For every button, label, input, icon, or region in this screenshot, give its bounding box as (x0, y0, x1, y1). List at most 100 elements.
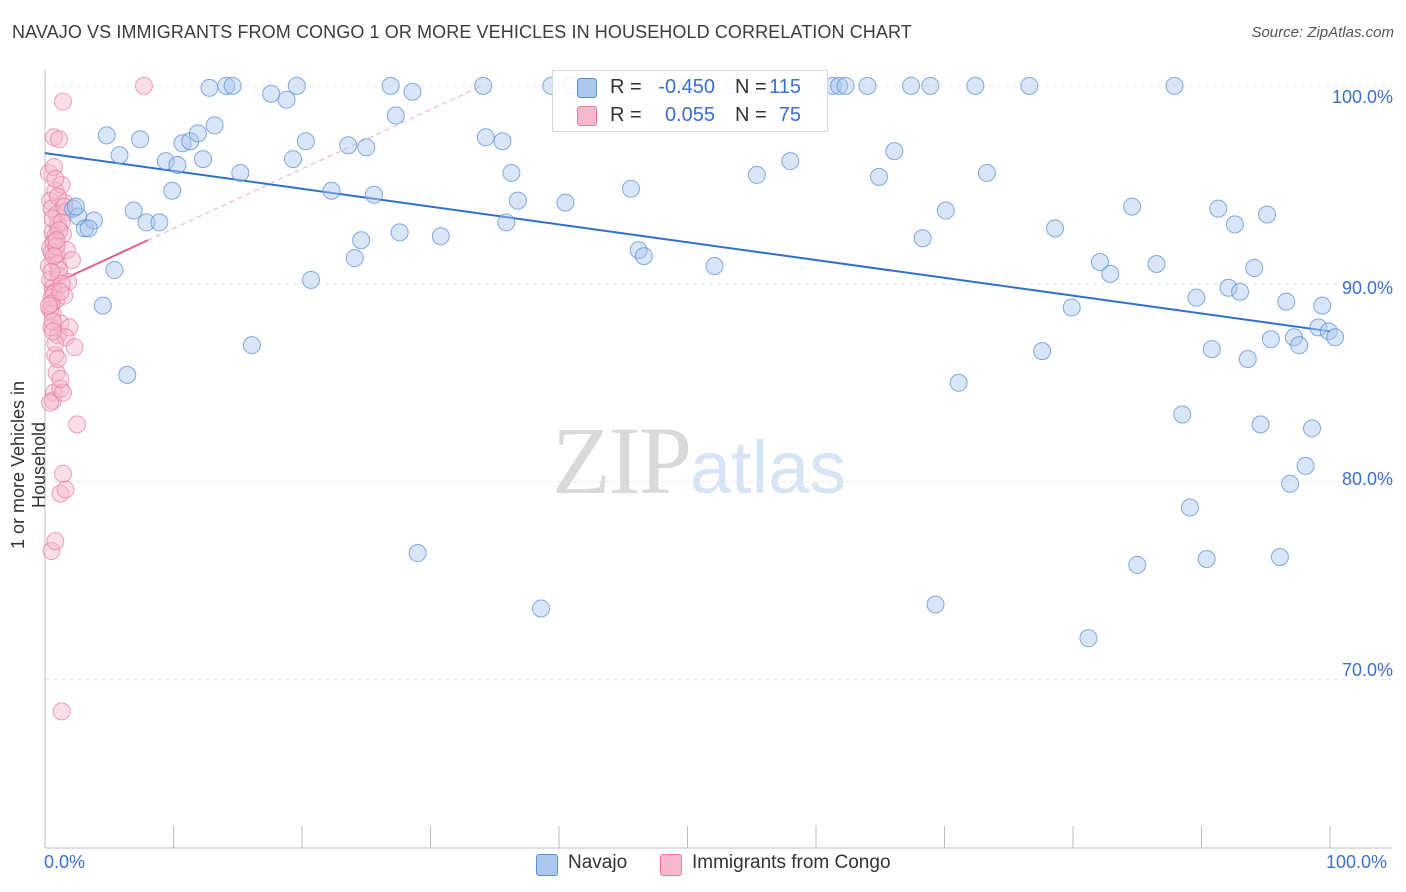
navajo-swatch (577, 78, 597, 98)
navajo-point (1251, 415, 1270, 434)
congo-point (43, 209, 62, 228)
navajo-point (357, 138, 376, 157)
x-tick-label: 0.0% (44, 852, 86, 872)
navajo-point (1313, 296, 1332, 315)
navajo-point (345, 249, 364, 268)
navajo-point (1128, 555, 1147, 574)
congo-point (51, 282, 70, 301)
navajo-point (634, 247, 653, 266)
navajo-point (1238, 350, 1257, 369)
congo-point (134, 76, 153, 95)
navajo-point (926, 595, 945, 614)
navajo-point (1147, 255, 1166, 274)
navajo-point (75, 219, 94, 238)
navajo-point (1062, 298, 1081, 317)
congo-point (42, 262, 61, 281)
navajo-point (913, 229, 932, 248)
navajo-point (508, 191, 527, 210)
y-tick-label: 70.0% (1341, 660, 1393, 680)
navajo-point (1180, 498, 1199, 517)
navajo-point (181, 132, 200, 151)
n-value: 75 (778, 104, 801, 126)
navajo-point (322, 181, 341, 200)
navajo-point (156, 152, 175, 171)
navajo-point (1090, 253, 1109, 272)
navajo-point (1033, 342, 1052, 361)
congo-point (53, 464, 72, 483)
navajo-point (242, 336, 261, 355)
congo-point (47, 231, 66, 250)
navajo-point (629, 241, 648, 260)
navajo-point (781, 152, 800, 171)
y-tick-label: 90.0% (1341, 278, 1393, 298)
navajo-point (830, 76, 849, 95)
congo-trend-line (44, 239, 149, 289)
navajo-point (110, 146, 129, 165)
legend-label: Navajo (568, 852, 628, 873)
congo-point (44, 247, 63, 266)
navajo-point (287, 76, 306, 95)
congo-point (53, 92, 72, 111)
navajo-point (1296, 456, 1315, 475)
navajo-point (1209, 199, 1228, 218)
navajo-point (217, 76, 236, 95)
congo-point (47, 245, 66, 264)
y-axis-label: 1 or more Vehicles in Household (8, 380, 49, 550)
congo-point (51, 369, 70, 388)
navajo-point (1326, 328, 1345, 347)
congo-point (56, 480, 75, 499)
axes (44, 70, 1392, 849)
navajo-point (1261, 330, 1280, 349)
navajo-point (949, 373, 968, 392)
n-value: 115 (769, 76, 801, 98)
navajo-point (1020, 76, 1039, 95)
congo-point (41, 393, 60, 412)
navajo-point (1101, 264, 1120, 283)
congo-trend-extension (147, 85, 483, 241)
navajo-point (277, 90, 296, 109)
navajo-point (79, 219, 98, 238)
navajo-point (1258, 205, 1277, 224)
congo-point (46, 169, 65, 188)
navajo-point (194, 150, 213, 169)
navajo-point (1165, 76, 1184, 95)
congo-point (52, 702, 71, 721)
congo-point (50, 260, 69, 279)
legend-row-navajo: R = -0.450 N = 115 (553, 74, 827, 100)
navajo-point (858, 76, 877, 95)
navajo-point (66, 197, 85, 216)
navajo-point (1079, 629, 1098, 648)
navajo-point (97, 126, 116, 145)
chart-title: NAVAJO VS IMMIGRANTS FROM CONGO 1 OR MOR… (12, 22, 912, 42)
r-value: -0.450 (658, 76, 715, 98)
navajo-point (936, 201, 955, 220)
navajo-point (1281, 474, 1300, 493)
navajo-point (1187, 288, 1206, 307)
navajo-point (296, 132, 315, 151)
navajo-point (1277, 292, 1296, 311)
series-legend: Navajo Immigrants from Congo (0, 852, 1406, 878)
navajo-point (168, 156, 187, 175)
navajo-point (173, 134, 192, 153)
navajo-point (1303, 419, 1322, 438)
navajo-point (408, 544, 427, 563)
navajo-point (188, 124, 207, 143)
navajo-point (364, 185, 383, 204)
r-value: 0.055 (664, 104, 715, 126)
navajo-point (966, 76, 985, 95)
congo-point (51, 314, 70, 333)
navajo-point (476, 128, 495, 147)
congo-point (65, 338, 84, 357)
navajo-point (1202, 340, 1221, 359)
navajo-point (386, 106, 405, 125)
navajo-point (301, 270, 320, 289)
x-tick-label: 100.0% (1326, 852, 1388, 872)
navajo-point (93, 296, 112, 315)
congo-swatch (577, 106, 597, 126)
navajo-point (621, 179, 640, 198)
navajo-point (124, 201, 143, 220)
n-label: N = (735, 76, 767, 98)
navajo-point (137, 213, 156, 232)
navajo-trend-line (44, 152, 1331, 333)
